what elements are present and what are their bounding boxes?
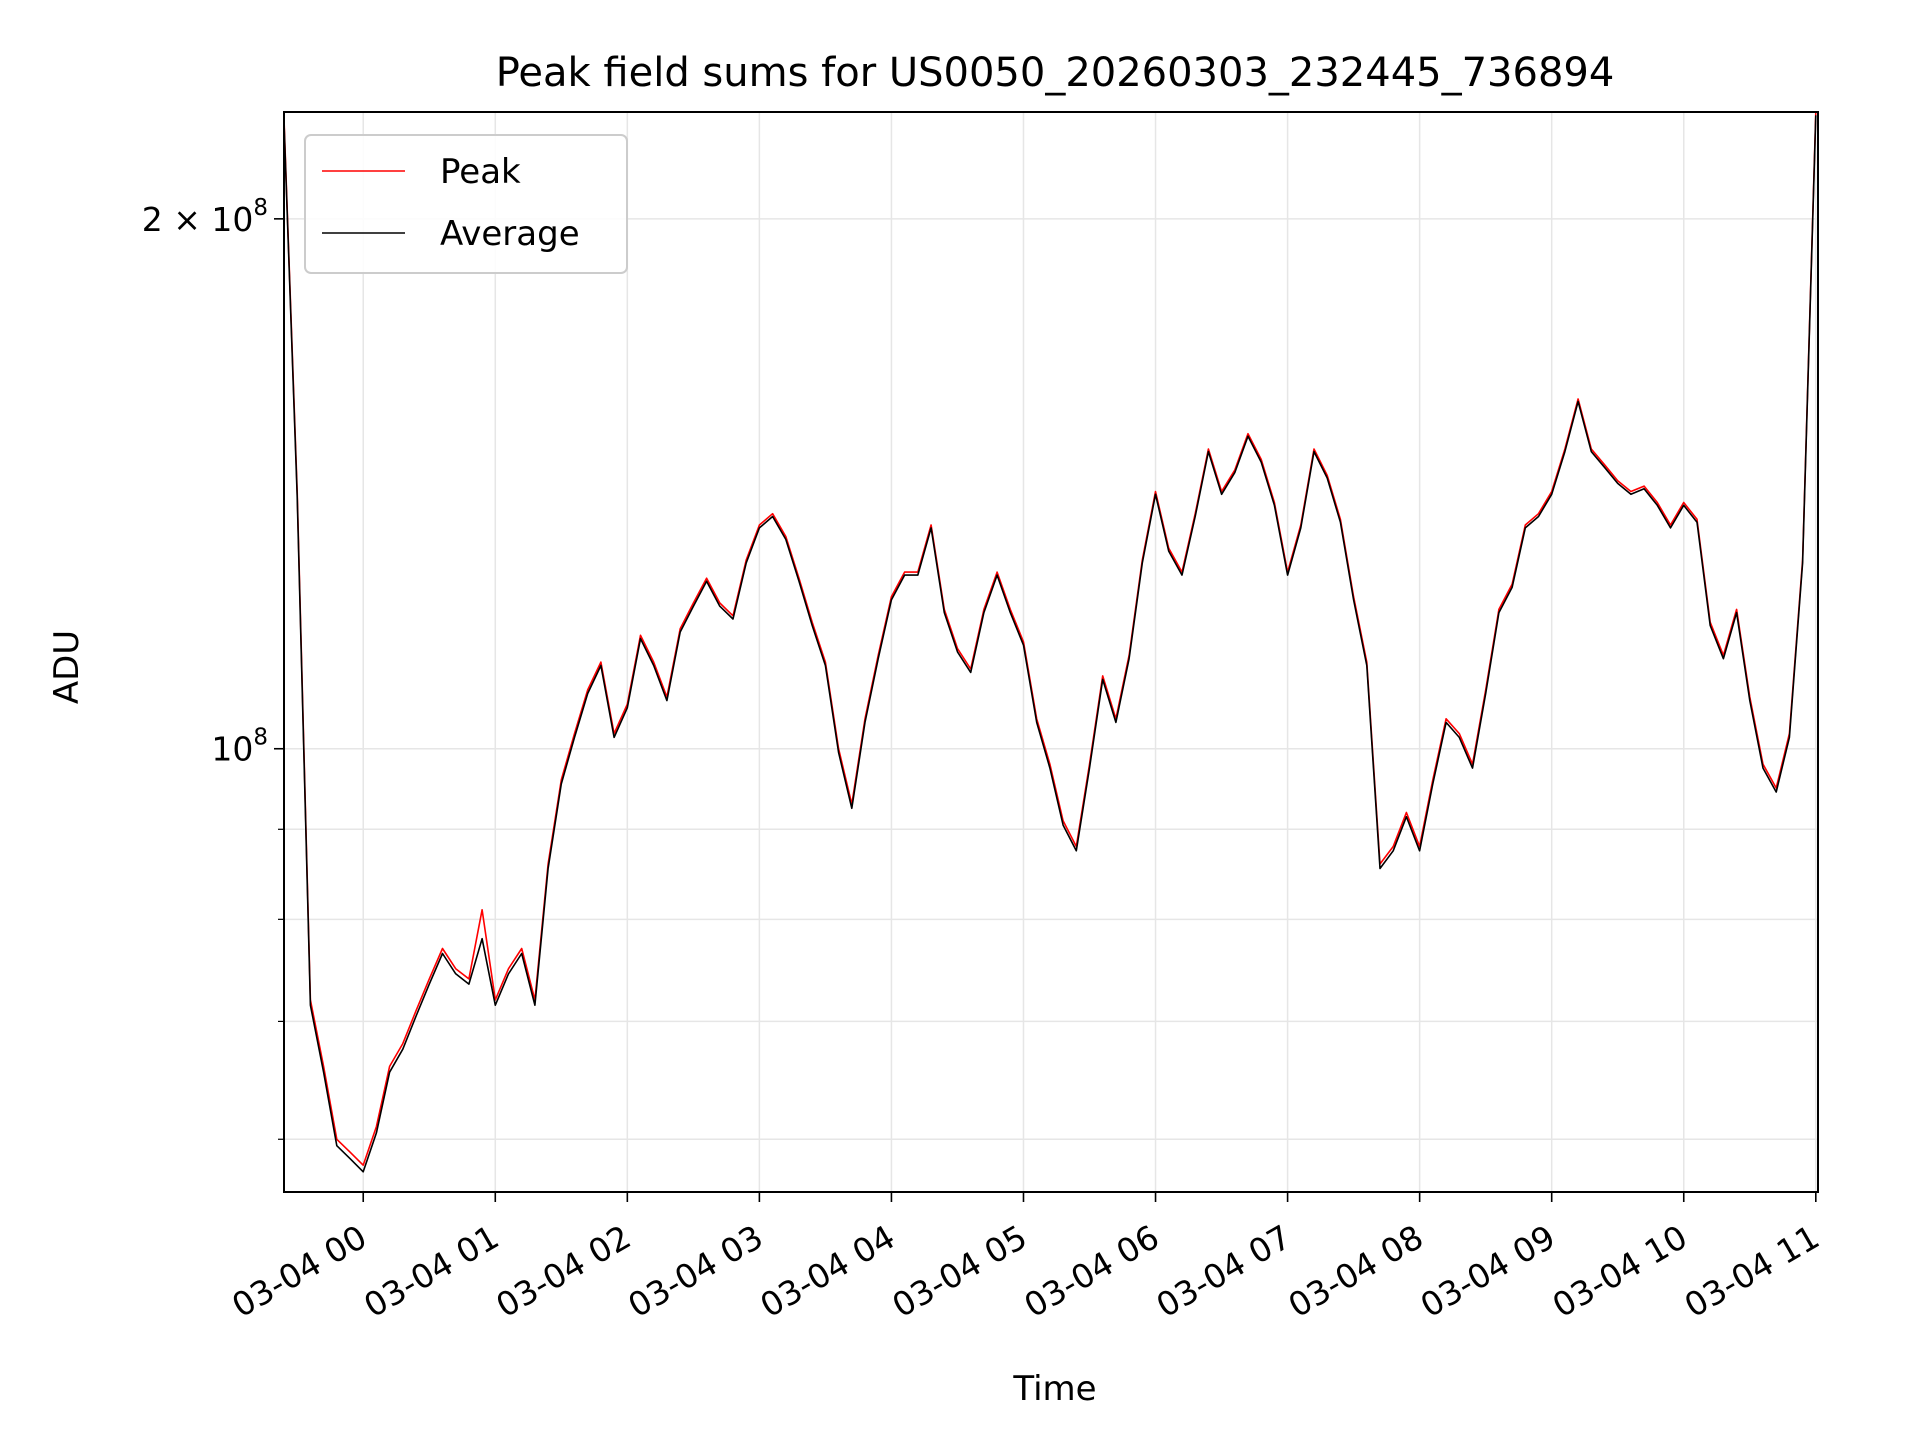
legend: Peak Average (304, 134, 628, 274)
y-tick-label-base: 2 × 10 (142, 200, 254, 239)
series-layer (283, 111, 1817, 1173)
y-tick-label-exponent: 8 (253, 725, 268, 751)
grid (284, 112, 1818, 1192)
series-line-average (283, 115, 1817, 1173)
plot-frame (283, 111, 1819, 1193)
y-tick-label-base: 10 (211, 730, 253, 769)
y-tick-label: 2 × 108 (142, 195, 268, 239)
y-tick-label: 108 (211, 725, 268, 769)
y-tick-label-exponent: 8 (253, 195, 268, 221)
chart-title: Peak field sums for US0050_20260303_2324… (496, 50, 1615, 96)
legend-label-peak: Peak (440, 152, 521, 192)
legend-label-average: Average (440, 214, 580, 254)
legend-box (304, 134, 628, 274)
x-axis-label: Time (1012, 1369, 1096, 1409)
y-axis-label: ADU (47, 630, 87, 704)
